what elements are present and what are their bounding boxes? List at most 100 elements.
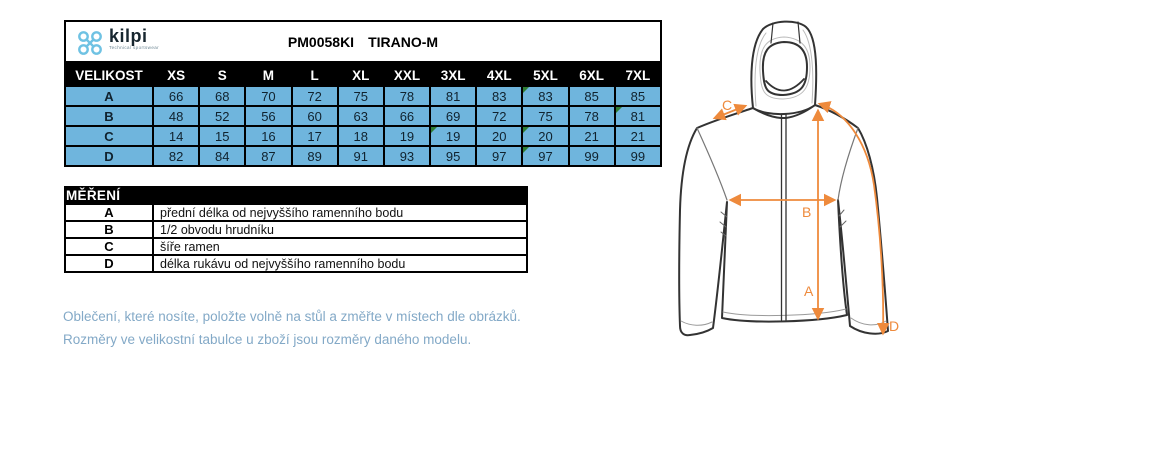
measurement-table-title: MĚŘENÍ — [64, 186, 528, 205]
measure-label-d: D — [889, 318, 899, 334]
kilpi-logo: kilpi Technical sportswear — [75, 27, 159, 59]
size-cell: 93 — [382, 145, 432, 167]
size-cell: 21 — [613, 125, 663, 147]
size-cell: 75 — [521, 105, 570, 127]
size-cell: 81 — [613, 105, 663, 127]
cell-flag-icon — [432, 128, 438, 133]
product-name: TIRANO-M — [368, 33, 439, 50]
measure-arrow-d — [817, 101, 890, 336]
size-cell: 69 — [429, 105, 478, 127]
size-cell: 63 — [336, 105, 385, 127]
cell-flag-icon — [524, 148, 530, 153]
measurement-row: B 1/2 obvodu hrudníku — [64, 220, 528, 239]
note-line: Rozměry ve velikostní tabulce u zboží js… — [63, 332, 472, 347]
cell-flag-icon — [524, 88, 530, 93]
size-label-header: VELIKOST — [64, 63, 154, 87]
size-column-header: M — [244, 63, 293, 87]
size-column-header: L — [290, 63, 339, 87]
size-cell: 99 — [567, 145, 616, 167]
size-table-body: A 66 68 70 72 75 78 81 83 83 85 85 B 48 52 56 60 63 66 69 72… — [64, 85, 663, 167]
cell-flag-icon — [524, 128, 530, 133]
measure-label-c: C — [722, 97, 732, 113]
size-cell: 91 — [336, 145, 385, 167]
size-column-header: XS — [151, 63, 201, 87]
size-cell: 75 — [336, 85, 385, 107]
size-cell: 66 — [382, 105, 432, 127]
size-cell: 19 — [382, 125, 432, 147]
size-cell: 97 — [521, 145, 570, 167]
size-row-label: D — [64, 145, 154, 167]
brand-tagline: Technical sportswear — [109, 45, 160, 50]
size-cell: 83 — [475, 85, 524, 107]
size-cell: 15 — [198, 125, 247, 147]
product-code: PM0058KI — [287, 33, 355, 50]
size-cell: 82 — [151, 145, 201, 167]
size-cell: 48 — [151, 105, 201, 127]
jacket-diagram: C B A D — [678, 20, 899, 337]
size-cell: 78 — [382, 85, 432, 107]
size-column-header: XXL — [382, 63, 432, 87]
size-cell: 83 — [521, 85, 570, 107]
size-row: D 82 84 87 89 91 93 95 97 97 99 99 — [64, 145, 663, 167]
measurement-row-label: D — [64, 254, 154, 273]
size-column-header: 6XL — [567, 63, 616, 87]
size-cell: 68 — [198, 85, 247, 107]
size-table-header-row: VELIKOST XS S M L XL XXL 3XL 4XL 5XL 6XL 7XL — [64, 63, 663, 87]
size-cell: 60 — [290, 105, 339, 127]
size-table: VELIKOST XS S M L XL XXL 3XL 4XL 5XL 6XL 7XL A 66 68… — [64, 63, 663, 167]
size-column-header: S — [198, 63, 247, 87]
size-cell: 16 — [244, 125, 293, 147]
kilpi-logo-icon — [78, 31, 102, 55]
measure-arrows — [712, 101, 890, 336]
measurement-row-description: délka rukávu od nejvyššího ramenního bod… — [152, 254, 528, 273]
size-cell: 78 — [567, 105, 616, 127]
size-cell: 19 — [429, 125, 478, 147]
measurement-row-description: přední délka od nejvyššího ramenního bod… — [152, 203, 528, 222]
cell-flag-icon — [616, 108, 622, 113]
measurement-row-description: 1/2 obvodu hrudníku — [152, 220, 528, 239]
size-cell: 56 — [244, 105, 293, 127]
size-column-header: XL — [336, 63, 385, 87]
size-cell: 87 — [244, 145, 293, 167]
size-cell: 95 — [429, 145, 478, 167]
size-cell: 21 — [567, 125, 616, 147]
measure-arrow-c — [712, 103, 748, 121]
size-cell: 20 — [475, 125, 524, 147]
size-column-header: 4XL — [475, 63, 524, 87]
size-cell: 97 — [475, 145, 524, 167]
size-cell: 99 — [613, 145, 663, 167]
size-row-label: B — [64, 105, 154, 127]
measure-label-b: B — [802, 204, 811, 220]
size-row-label: A — [64, 85, 154, 107]
jacket-outline — [678, 104, 889, 337]
size-cell: 89 — [290, 145, 339, 167]
size-column-header: 5XL — [521, 63, 570, 87]
note-line: Oblečení, které nosíte, položte volně na… — [63, 309, 521, 324]
jacket-hood — [750, 20, 818, 116]
measurement-header-row: MĚŘENÍ — [64, 186, 528, 205]
size-row: B 48 52 56 60 63 66 69 72 75 78 81 — [64, 105, 663, 127]
measurement-row-label: B — [64, 220, 154, 239]
size-cell: 85 — [613, 85, 663, 107]
size-cell: 20 — [521, 125, 570, 147]
size-row-label: C — [64, 125, 154, 147]
size-cell: 70 — [244, 85, 293, 107]
measure-label-a: A — [804, 283, 814, 299]
size-cell: 66 — [151, 85, 201, 107]
size-column-header: 3XL — [429, 63, 478, 87]
size-cell: 81 — [429, 85, 478, 107]
size-cell: 52 — [198, 105, 247, 127]
product-title: PM0058KI TIRANO-M — [66, 22, 660, 61]
size-row: C 14 15 16 17 18 19 19 20 20 21 21 — [64, 125, 663, 147]
size-cell: 18 — [336, 125, 385, 147]
size-cell: 17 — [290, 125, 339, 147]
brand-name: kilpi — [109, 26, 148, 46]
size-cell: 72 — [290, 85, 339, 107]
measurement-row-description: šíře ramen — [152, 237, 528, 256]
